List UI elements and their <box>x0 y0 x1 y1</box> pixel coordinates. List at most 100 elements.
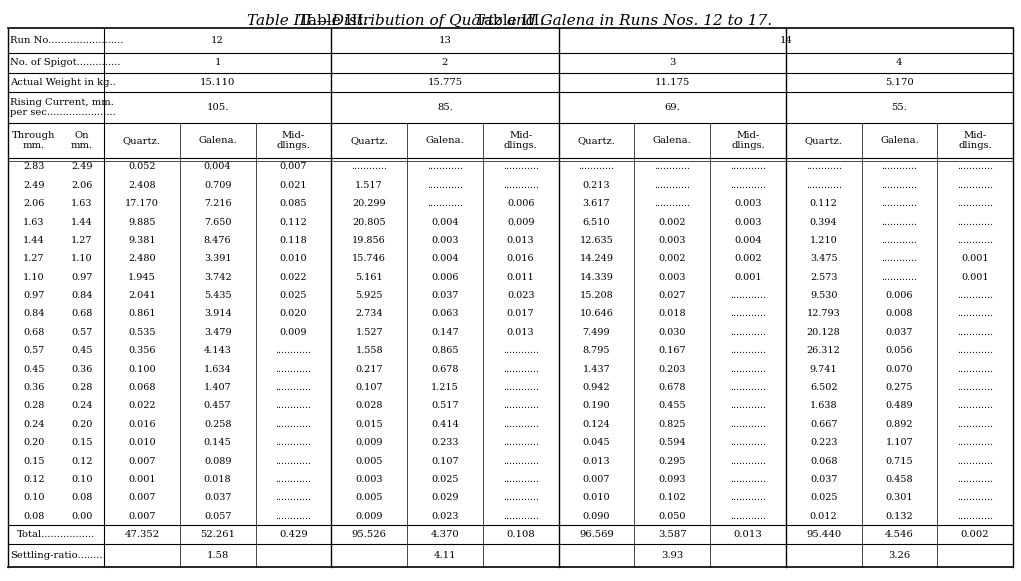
Text: 0.057: 0.057 <box>204 512 232 521</box>
Text: 0.004: 0.004 <box>431 254 458 263</box>
Text: 0.045: 0.045 <box>583 438 611 447</box>
Text: 0.006: 0.006 <box>506 199 534 208</box>
Text: ............: ............ <box>730 181 766 190</box>
Text: 26.312: 26.312 <box>807 346 840 355</box>
Text: 0.715: 0.715 <box>885 457 913 465</box>
Text: 2: 2 <box>442 58 448 67</box>
Text: 0.009: 0.009 <box>280 328 307 337</box>
Text: 0.023: 0.023 <box>506 291 534 300</box>
Text: ............: ............ <box>427 162 463 171</box>
Text: 3.26: 3.26 <box>888 551 911 560</box>
Text: Mid-
dlings.: Mid- dlings. <box>503 131 537 150</box>
Text: 0.84: 0.84 <box>23 310 45 318</box>
Text: 0.892: 0.892 <box>885 419 913 429</box>
Text: Mid-
dlings.: Mid- dlings. <box>959 131 992 150</box>
Text: 1.44: 1.44 <box>23 236 45 245</box>
Text: ............: ............ <box>730 162 766 171</box>
Text: 20.128: 20.128 <box>807 328 840 337</box>
Text: Quartz.: Quartz. <box>123 136 161 145</box>
Text: 2.480: 2.480 <box>128 254 155 263</box>
Text: 47.352: 47.352 <box>125 530 159 539</box>
Text: 9.530: 9.530 <box>810 291 837 300</box>
Text: 1.107: 1.107 <box>885 438 913 447</box>
Text: 1.558: 1.558 <box>355 346 383 355</box>
Text: ............: ............ <box>806 181 841 190</box>
Text: 0.056: 0.056 <box>885 346 913 355</box>
Text: 95.526: 95.526 <box>351 530 387 539</box>
Text: 6.510: 6.510 <box>583 217 611 227</box>
Text: ............: ............ <box>957 162 993 171</box>
Text: ............: ............ <box>276 346 311 355</box>
Text: 3.475: 3.475 <box>810 254 837 263</box>
Text: 8.795: 8.795 <box>583 346 611 355</box>
Text: 1.10: 1.10 <box>23 272 45 282</box>
Text: 0.020: 0.020 <box>280 310 307 318</box>
Text: 1.44: 1.44 <box>71 217 93 227</box>
Text: 3.587: 3.587 <box>658 530 686 539</box>
Text: 1.10: 1.10 <box>71 254 93 263</box>
Text: ............: ............ <box>957 438 993 447</box>
Text: Mid-
dlings.: Mid- dlings. <box>731 131 765 150</box>
Text: ............: ............ <box>957 512 993 521</box>
Text: 0.013: 0.013 <box>733 530 763 539</box>
Text: 4.546: 4.546 <box>885 530 914 539</box>
Text: 0.007: 0.007 <box>128 512 155 521</box>
Text: ............: ............ <box>427 181 463 190</box>
Text: 85.: 85. <box>437 103 452 112</box>
Text: 0.007: 0.007 <box>128 493 155 503</box>
Text: 0.108: 0.108 <box>506 530 535 539</box>
Text: ............: ............ <box>957 457 993 465</box>
Text: 0.429: 0.429 <box>279 530 307 539</box>
Text: 0.006: 0.006 <box>431 272 458 282</box>
Text: ............: ............ <box>276 401 311 410</box>
Text: 0.085: 0.085 <box>280 199 307 208</box>
Text: 0.107: 0.107 <box>431 457 458 465</box>
Text: 0.070: 0.070 <box>885 365 913 374</box>
Text: 0.00: 0.00 <box>71 512 93 521</box>
Text: 0.003: 0.003 <box>659 272 686 282</box>
Text: 3.914: 3.914 <box>204 310 232 318</box>
Text: ............: ............ <box>502 512 539 521</box>
Text: 20.805: 20.805 <box>352 217 386 227</box>
Text: per sec......................: per sec...................... <box>10 108 115 117</box>
Text: 0.002: 0.002 <box>961 530 989 539</box>
Text: 0.28: 0.28 <box>23 401 45 410</box>
Text: ............: ............ <box>502 457 539 465</box>
Text: ............: ............ <box>957 199 993 208</box>
Text: 55.: 55. <box>891 103 908 112</box>
Text: 0.009: 0.009 <box>506 217 534 227</box>
Text: 0.258: 0.258 <box>204 419 232 429</box>
Text: 0.015: 0.015 <box>355 419 383 429</box>
Text: 9.381: 9.381 <box>128 236 155 245</box>
Text: ............: ............ <box>957 181 993 190</box>
Text: 0.301: 0.301 <box>885 493 913 503</box>
Text: ............: ............ <box>730 401 766 410</box>
Text: 0.124: 0.124 <box>583 419 611 429</box>
Text: 11.175: 11.175 <box>654 78 690 87</box>
Text: Run No........................: Run No........................ <box>10 36 124 45</box>
Text: 0.167: 0.167 <box>659 346 686 355</box>
Text: 0.10: 0.10 <box>23 493 45 503</box>
Text: 0.68: 0.68 <box>71 310 93 318</box>
Text: Table III.: Table III. <box>299 14 369 28</box>
Text: ............: ............ <box>730 512 766 521</box>
Text: 0.15: 0.15 <box>23 457 45 465</box>
Text: 7.499: 7.499 <box>583 328 611 337</box>
Text: 0.030: 0.030 <box>659 328 686 337</box>
Text: 8.476: 8.476 <box>204 236 232 245</box>
Text: No. of Spigot..............: No. of Spigot.............. <box>10 58 120 67</box>
Text: ............: ............ <box>730 365 766 374</box>
Text: ............: ............ <box>957 493 993 503</box>
Text: 0.36: 0.36 <box>23 383 45 392</box>
Text: 2.49: 2.49 <box>71 162 93 171</box>
Text: 0.112: 0.112 <box>810 199 837 208</box>
Text: 0.709: 0.709 <box>204 181 232 190</box>
Text: 2.49: 2.49 <box>23 181 45 190</box>
Text: 1.27: 1.27 <box>23 254 45 263</box>
Text: 0.24: 0.24 <box>71 401 93 410</box>
Text: 0.089: 0.089 <box>204 457 232 465</box>
Text: 0.009: 0.009 <box>355 438 383 447</box>
Text: 3.617: 3.617 <box>583 199 611 208</box>
Text: 2.06: 2.06 <box>23 199 45 208</box>
Text: ............: ............ <box>957 365 993 374</box>
